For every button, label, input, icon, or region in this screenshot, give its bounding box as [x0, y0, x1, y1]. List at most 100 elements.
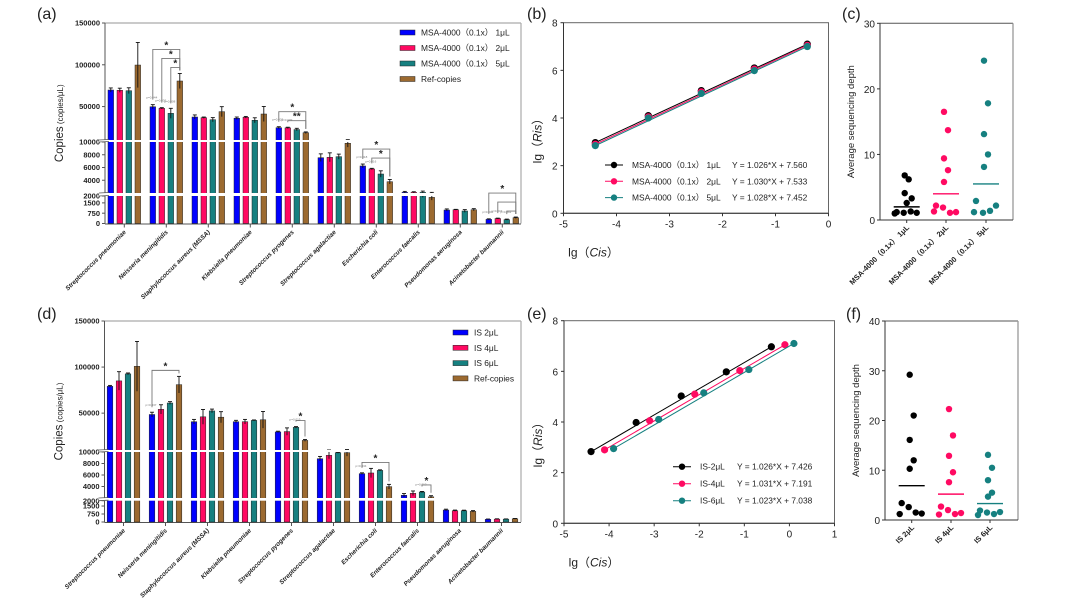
x-tick-label: 0 [787, 529, 793, 540]
legend-equation: Y = 1.030*X + 7.533 [732, 176, 808, 186]
p-value: p=0.036 [155, 99, 166, 103]
bar [452, 209, 459, 224]
data-point [984, 477, 992, 484]
data-point [940, 178, 948, 186]
bar [107, 89, 114, 224]
data-point [906, 371, 913, 378]
bar [409, 493, 417, 523]
axis-break-gap [98, 450, 520, 452]
data-point [986, 207, 994, 215]
bar [494, 218, 501, 224]
y-tick-label: 0 [869, 216, 875, 227]
bar [461, 210, 468, 224]
bar [200, 117, 207, 224]
y-tick-label: 10000 [79, 138, 100, 147]
bar [233, 118, 240, 224]
bar [167, 113, 174, 224]
legend-swatch [399, 60, 416, 67]
y-axis-label: Average sequencing depth [851, 364, 862, 477]
y-tick-label: 6000 [83, 163, 100, 172]
data-point [952, 208, 960, 216]
y-tick-label: 50000 [79, 409, 100, 418]
x-tick-label: -5 [560, 529, 569, 540]
data-point [988, 464, 996, 471]
bar [274, 431, 282, 523]
legend-swatch [452, 360, 469, 366]
y-tick-label: 30 [869, 367, 881, 378]
y-tick-label: 150000 [74, 317, 99, 326]
data-point [939, 204, 947, 211]
bar [418, 491, 426, 523]
y-axis-label-post: ） [531, 113, 545, 125]
category-label: Streptococcus pneumoniae [64, 527, 128, 591]
data-point [908, 195, 915, 202]
data-point [957, 509, 965, 517]
category-label: Escherichia coli [341, 229, 380, 268]
data-point [912, 509, 919, 516]
data-point [767, 343, 775, 351]
y-axis-label-ital: Ris [531, 429, 545, 446]
bar [158, 108, 165, 224]
data-point [990, 510, 998, 518]
axis-break-mark [98, 141, 110, 143]
legend-equation: Y = 1.028*X + 7.452 [732, 193, 808, 203]
y-tick-label: 2000 [83, 192, 100, 201]
y-tick-label: 10000 [79, 448, 100, 457]
legend-label: IS-2μL [700, 462, 725, 472]
bar [302, 132, 309, 224]
data-point [984, 151, 992, 158]
x-axis-label-pre: lg（ [568, 245, 589, 259]
significance-bracket [161, 58, 181, 103]
p-value: p=0.034 [356, 464, 367, 468]
bar [250, 420, 258, 523]
significance-bracket [151, 369, 180, 408]
y-axis-label-unit: (copies/μL) [56, 84, 65, 124]
y-tick-label: 150000 [75, 19, 100, 28]
data-point [951, 510, 959, 518]
y-tick-label: 6 [552, 66, 558, 77]
p-value: p=0.044 [482, 210, 493, 214]
legend-marker [678, 480, 686, 487]
bar [190, 421, 198, 523]
y-tick-label: 20 [864, 85, 876, 96]
y-axis-label-main: Copies [54, 424, 66, 460]
y-tick-label: 8 [552, 317, 558, 328]
bar [106, 386, 114, 523]
y-axis-label-pre: lg（ [531, 142, 545, 163]
legend-marker [678, 463, 686, 470]
significance-star: * [425, 476, 429, 487]
p-value: p=0.044 [146, 96, 157, 100]
bar [376, 470, 384, 523]
p-value: p=0.018 [356, 155, 367, 159]
legend-label: MSA-4000（0.1x） 1μL [421, 28, 510, 38]
legend-label: MSA-4000（0.1x） 1μL [632, 160, 721, 170]
y-tick-label: 0 [96, 219, 100, 228]
data-point [983, 509, 991, 516]
data-point [918, 510, 925, 517]
data-point [984, 493, 992, 500]
data-point [906, 465, 913, 472]
significance-star: * [173, 58, 177, 69]
significance-star: * [374, 453, 378, 464]
legend-equation: Y = 1.026*X + 7.426 [737, 462, 813, 472]
y-axis-label-main: Copies [54, 126, 66, 162]
significance-star: * [164, 40, 168, 51]
data-point [745, 365, 753, 374]
p-value: p=0.042 [500, 210, 511, 214]
data-point [803, 42, 811, 51]
data-point [980, 163, 988, 171]
significance-bracket [506, 210, 517, 215]
bar [428, 197, 435, 224]
significance-bracket [421, 484, 432, 493]
data-point [722, 368, 730, 376]
bar [512, 217, 519, 224]
bar [325, 455, 333, 523]
data-point [905, 503, 912, 511]
x-axis-label: lg（Cis） [568, 245, 619, 259]
p-value: p=0.015 [290, 418, 301, 422]
bar [134, 64, 141, 224]
p-value: p=0.008 [164, 99, 175, 103]
data-point [609, 444, 618, 453]
